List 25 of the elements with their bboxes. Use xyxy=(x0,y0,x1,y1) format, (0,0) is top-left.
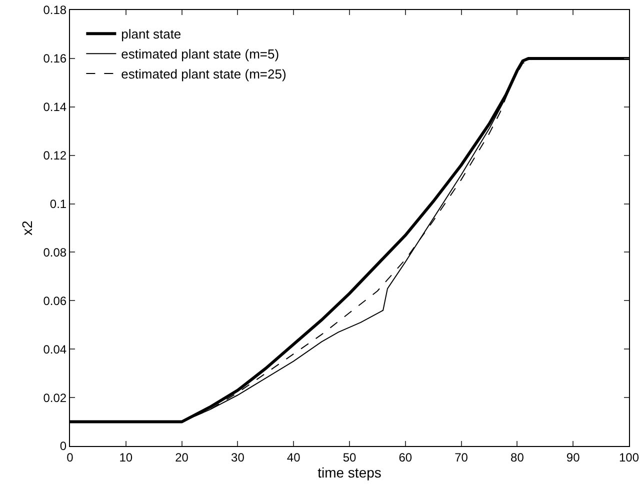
y-axis-title: x2 xyxy=(19,220,35,236)
y-tick-label: 0.18 xyxy=(43,3,67,18)
y-tick-label: 0.06 xyxy=(43,294,67,308)
y-tick-label: 0.1 xyxy=(50,196,67,211)
x-tick-label: 40 xyxy=(286,450,301,464)
x-tick-label: 10 xyxy=(119,450,133,464)
x-tick-label: 30 xyxy=(231,450,245,464)
y-tick-label: 0.02 xyxy=(43,390,67,405)
x-axis-title: time steps xyxy=(318,464,382,480)
y-tick-label: 0 xyxy=(60,439,67,454)
x-tick-label: 50 xyxy=(342,450,356,464)
legend-label: estimated plant state (m=5) xyxy=(121,46,280,62)
x-tick-label: 90 xyxy=(566,450,580,464)
y-tick-label: 0.12 xyxy=(43,148,67,163)
x-tick-label: 60 xyxy=(398,450,412,464)
y-tick-label: 0.16 xyxy=(43,52,67,66)
legend-label: estimated plant state (m=25) xyxy=(121,66,286,82)
x-tick-label: 70 xyxy=(454,450,468,464)
y-tick-label: 0.04 xyxy=(43,342,67,356)
x-tick-label: 100 xyxy=(618,450,640,464)
y-tick-label: 0.14 xyxy=(43,100,67,114)
x-tick-label: 20 xyxy=(175,450,189,464)
x-tick-label: 80 xyxy=(510,450,524,464)
y-tick-label: 0.08 xyxy=(43,245,67,260)
legend-label: plant state xyxy=(121,26,182,42)
